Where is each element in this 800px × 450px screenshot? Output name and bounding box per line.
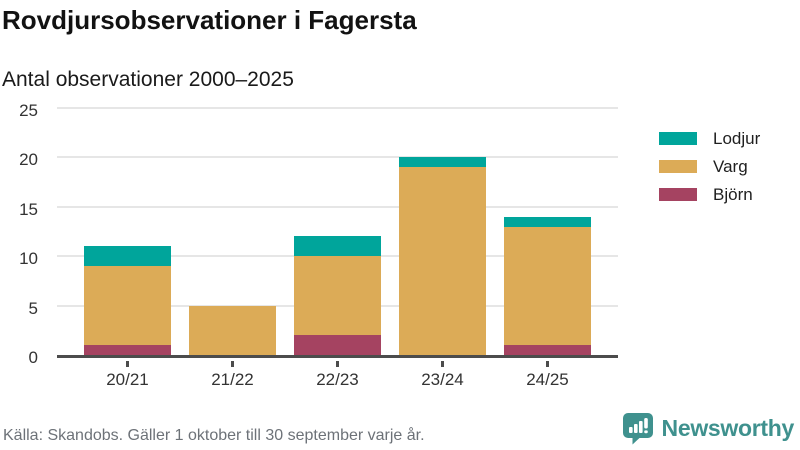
x-tick [336, 361, 339, 367]
y-tick-label: 0 [28, 348, 38, 367]
bar-23-24 [399, 157, 486, 355]
x-tick-label: 22/23 [316, 370, 359, 389]
bar-20-21 [84, 246, 171, 355]
x-tick [441, 361, 444, 367]
bar-segment-varg [399, 167, 486, 355]
bar-segment-varg [189, 305, 276, 355]
y-tick-label: 15 [19, 199, 38, 219]
x-axis: 20/21 21/22 22/23 23/24 24/25 [57, 361, 618, 390]
bar-segment-lodjur [84, 246, 171, 267]
legend-item-lodjur: Lodjur [659, 129, 760, 148]
gridline [57, 107, 618, 109]
x-axis-slot: 22/23 [294, 361, 381, 390]
gridline [57, 156, 618, 159]
legend-swatch [659, 160, 697, 173]
bar-segment-lodjur [294, 236, 381, 257]
bar-segment-björn [504, 345, 591, 355]
x-axis-slot: 23/24 [399, 361, 486, 390]
x-tick-label: 21/22 [211, 370, 254, 389]
bar-segment-varg [84, 266, 171, 346]
chart-subtitle: Antal observationer 2000–2025 [2, 68, 294, 91]
legend-item-bjrn: Björn [659, 185, 760, 204]
x-tick [231, 361, 234, 367]
newsworthy-logo: Newsworthy [621, 411, 794, 445]
chart-title: Rovdjursobservationer i Fagersta [2, 5, 417, 35]
bars [57, 111, 618, 355]
y-tick-label: 20 [19, 150, 38, 170]
newsworthy-logo-text: Newsworthy [661, 414, 795, 441]
x-tick-label: 24/25 [526, 370, 569, 389]
legend-swatch [659, 132, 697, 145]
x-tick-label: 23/24 [421, 370, 464, 389]
x-tick [126, 361, 129, 367]
legend-label: Björn [713, 184, 753, 204]
y-axis-labels: 0 5 10 15 20 25 [0, 101, 46, 367]
bar-segment-varg [504, 226, 591, 346]
newsworthy-logo-icon [622, 413, 653, 445]
y-tick-label: 25 [19, 101, 38, 120]
gridline [57, 205, 618, 208]
legend-label: Varg [713, 156, 748, 176]
bar-21-22 [189, 305, 276, 355]
legend: Lodjur Varg Björn [659, 129, 760, 204]
x-axis-slot: 20/21 [84, 361, 171, 390]
y-tick-label: 10 [19, 249, 38, 269]
y-tick-label: 5 [28, 298, 38, 318]
source-note: Källa: Skandobs. Gäller 1 oktober till 3… [3, 427, 425, 444]
bar-24-25 [504, 216, 591, 355]
legend-swatch [659, 188, 697, 201]
bar-segment-varg [294, 256, 381, 336]
bar-segment-björn [294, 335, 381, 355]
legend-label: Lodjur [713, 128, 761, 148]
bar-segment-lodjur [504, 216, 591, 227]
x-axis-slot: 24/25 [504, 361, 591, 390]
x-tick-label: 20/21 [106, 370, 149, 389]
bar-segment-lodjur [399, 157, 486, 168]
bar-22-23 [294, 236, 381, 355]
x-axis-slot: 21/22 [189, 361, 276, 390]
legend-item-varg: Varg [659, 157, 760, 176]
plot-area [57, 107, 618, 358]
bar-segment-björn [84, 345, 171, 355]
x-tick [546, 361, 549, 367]
